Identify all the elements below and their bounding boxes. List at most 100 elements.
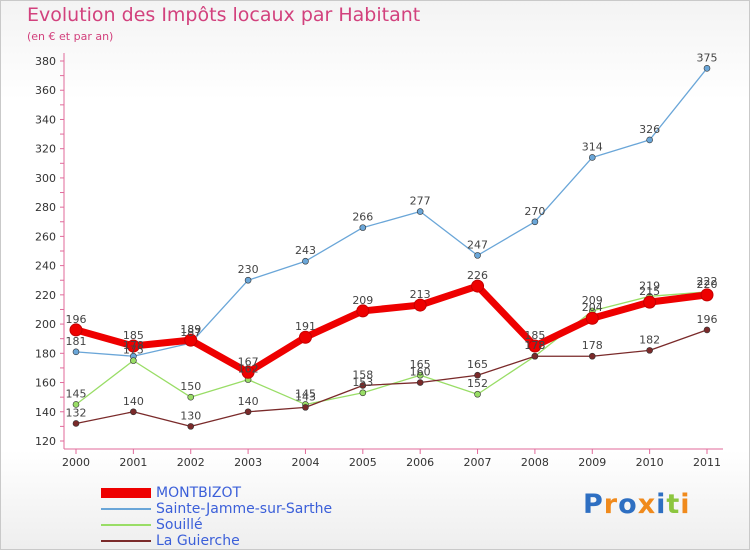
data-point-montbizot[interactable] xyxy=(298,330,312,344)
data-label-sainte-jamme: 326 xyxy=(639,123,660,136)
data-point-montbizot[interactable] xyxy=(585,311,599,325)
data-point-la-guierche[interactable] xyxy=(646,347,653,354)
data-label-sainte-jamme: 266 xyxy=(352,211,373,224)
data-label-sainte-jamme: 270 xyxy=(524,205,545,218)
legend-item-souille[interactable]: Souillé xyxy=(101,517,401,533)
legend-swatch xyxy=(101,508,151,510)
data-label-montbizot: 204 xyxy=(582,301,603,314)
data-label-montbizot: 213 xyxy=(410,288,431,301)
data-label-montbizot: 191 xyxy=(295,320,316,333)
chart-legend: MONTBIZOT Sainte-Jamme-sur-Sarthe Souill… xyxy=(101,485,401,549)
data-point-montbizot[interactable] xyxy=(528,339,542,353)
data-label-la-guierche: 130 xyxy=(180,409,201,422)
data-point-la-guierche[interactable] xyxy=(416,379,424,386)
legend-item-montbizot[interactable]: MONTBIZOT xyxy=(101,485,401,501)
y-tick-label: 340 xyxy=(35,113,56,126)
data-label-la-guierche: 158 xyxy=(352,368,373,381)
series-line-sainte-jamme xyxy=(75,67,708,357)
data-point-souille[interactable] xyxy=(416,371,424,379)
y-tick-label: 140 xyxy=(35,406,56,419)
data-point-souille[interactable] xyxy=(130,357,137,364)
data-point-la-guierche[interactable] xyxy=(187,423,195,430)
data-label-sainte-jamme: 230 xyxy=(238,263,259,276)
data-label-sainte-jamme: 243 xyxy=(295,244,316,257)
y-tick-label: 380 xyxy=(35,55,56,68)
y-tick-label: 260 xyxy=(35,230,56,243)
data-point-sainte-jamme[interactable] xyxy=(244,276,252,284)
data-point-montbizot[interactable] xyxy=(126,339,140,353)
data-point-la-guierche[interactable] xyxy=(474,371,481,379)
x-tick-label: 2003 xyxy=(234,456,262,469)
data-point-la-guierche[interactable] xyxy=(588,352,596,360)
y-tick-label: 320 xyxy=(35,143,56,156)
data-point-sainte-jamme[interactable] xyxy=(416,208,424,215)
data-point-sainte-jamme[interactable] xyxy=(646,136,653,144)
x-tick-label: 2007 xyxy=(464,456,492,469)
legend-label: Sainte-Jamme-sur-Sarthe xyxy=(156,501,333,517)
data-point-montbizot[interactable] xyxy=(700,288,714,302)
data-point-la-guierche[interactable] xyxy=(359,382,367,389)
data-point-montbizot[interactable] xyxy=(69,323,83,337)
x-tick-label: 2001 xyxy=(119,456,147,469)
data-point-sainte-jamme[interactable] xyxy=(302,257,309,265)
data-point-sainte-jamme[interactable] xyxy=(474,252,481,259)
data-point-la-guierche[interactable] xyxy=(531,352,539,360)
legend-label: Souillé xyxy=(156,517,203,533)
data-label-souille: 152 xyxy=(467,377,488,390)
data-point-montbizot[interactable] xyxy=(471,279,485,293)
y-tick-label: 360 xyxy=(35,84,56,97)
data-point-sainte-jamme[interactable] xyxy=(359,224,367,231)
x-tick-label: 2005 xyxy=(349,456,377,469)
data-point-souille[interactable] xyxy=(187,393,195,401)
data-label-montbizot: 209 xyxy=(352,294,373,307)
legend-swatch xyxy=(101,524,151,526)
data-point-la-guierche[interactable] xyxy=(302,404,309,411)
data-label-la-guierche: 196 xyxy=(697,313,718,326)
data-point-montbizot[interactable] xyxy=(413,298,427,312)
data-label-montbizot: 215 xyxy=(639,285,660,298)
data-label-la-guierche: 140 xyxy=(123,395,144,408)
x-tick-label: 2008 xyxy=(521,456,549,469)
data-labels: 196 185 189 167 191 209 213 226 185 204 215 220 181 1… xyxy=(66,51,718,422)
data-point-montbizot[interactable] xyxy=(643,295,657,309)
data-point-la-guierche[interactable] xyxy=(244,408,252,416)
legend-label: MONTBIZOT xyxy=(156,485,242,501)
y-tick-label: 280 xyxy=(35,201,56,214)
y-tick-label: 200 xyxy=(35,318,56,331)
legend-item-sainte-jamme[interactable]: Sainte-Jamme-sur-Sarthe xyxy=(101,501,401,517)
x-tick-label: 2002 xyxy=(177,456,205,469)
data-point-sainte-jamme[interactable] xyxy=(588,154,596,161)
legend-swatch xyxy=(101,488,151,498)
data-point-montbizot[interactable] xyxy=(184,333,198,347)
data-label-montbizot: 196 xyxy=(66,313,87,326)
data-point-sainte-jamme[interactable] xyxy=(531,218,539,226)
legend-item-la-guierche[interactable]: La Guierche xyxy=(101,533,401,549)
data-label-montbizot: 189 xyxy=(180,323,201,336)
data-label-montbizot: 167 xyxy=(238,355,259,368)
data-point-sainte-jamme[interactable] xyxy=(703,65,711,72)
data-point-la-guierche[interactable] xyxy=(130,408,137,416)
y-tick-label: 220 xyxy=(35,289,56,302)
data-point-la-guierche[interactable] xyxy=(72,420,80,427)
data-point-souille[interactable] xyxy=(474,390,481,398)
data-point-montbizot[interactable] xyxy=(241,365,255,379)
y-tick-label: 120 xyxy=(35,435,56,448)
data-point-souille[interactable] xyxy=(359,389,367,397)
data-point-sainte-jamme[interactable] xyxy=(72,348,80,356)
x-tick-label: 2006 xyxy=(406,456,434,469)
data-point-souille[interactable] xyxy=(72,401,80,408)
data-label-souille: 150 xyxy=(180,380,201,393)
data-label-souille: 145 xyxy=(66,387,87,400)
data-label-souille: 222 xyxy=(697,275,718,288)
data-label-sainte-jamme: 181 xyxy=(66,335,87,348)
x-tick-label: 2004 xyxy=(291,456,319,469)
y-tick-label: 160 xyxy=(35,377,56,390)
data-label-souille: 162 xyxy=(238,363,259,376)
y-tick-label: 240 xyxy=(35,260,56,273)
proxiti-logo: Proxiti xyxy=(583,489,691,520)
legend-label: La Guierche xyxy=(156,533,240,549)
data-label-la-guierche: 178 xyxy=(524,339,545,352)
data-point-la-guierche[interactable] xyxy=(703,326,711,334)
data-point-montbizot[interactable] xyxy=(356,304,370,318)
